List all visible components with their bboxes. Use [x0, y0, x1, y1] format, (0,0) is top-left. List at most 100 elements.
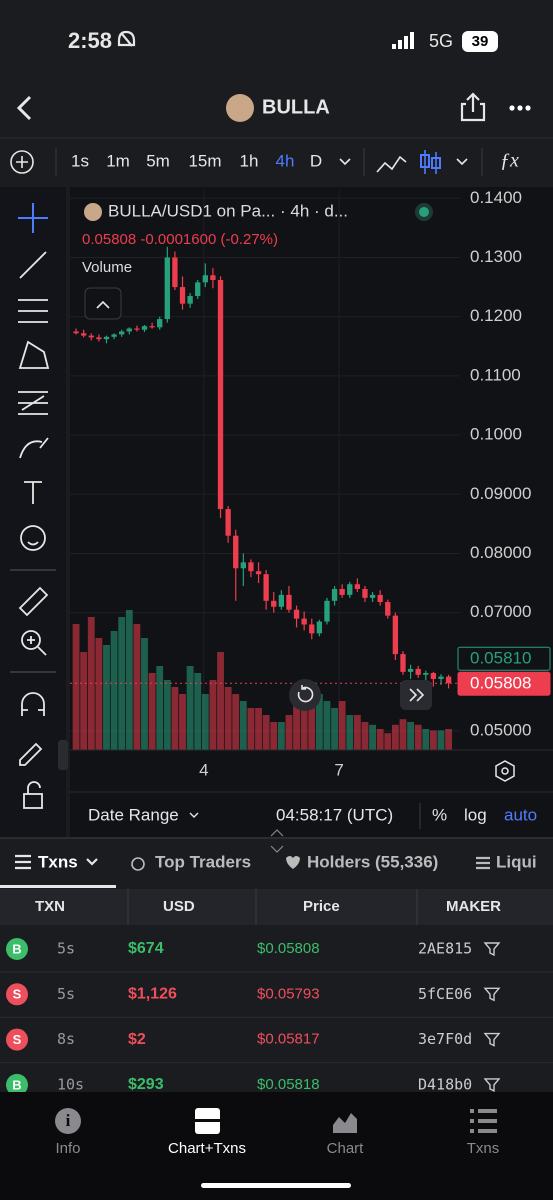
volume-bar: [429, 730, 437, 750]
zoom-icon: [27, 636, 47, 656]
ruler-tool[interactable]: [18, 586, 49, 617]
interval[interactable]: 1h: [240, 151, 259, 170]
liquidity-icon: [476, 856, 490, 870]
back-button[interactable]: [16, 95, 32, 121]
table-header: [0, 889, 553, 925]
signal-icon: [392, 32, 414, 49]
maker[interactable]: 3e7F0d: [418, 1030, 472, 1048]
more-button[interactable]: [509, 105, 531, 111]
candle-body: [369, 594, 376, 598]
indicators-button[interactable]: ƒx: [500, 150, 519, 172]
interval[interactable]: 1m: [106, 151, 130, 170]
percent-toggle[interactable]: %: [432, 805, 447, 824]
auto-toggle[interactable]: auto: [504, 805, 537, 824]
resize-handle[interactable]: [270, 829, 284, 853]
maker[interactable]: 5fCE06: [418, 985, 472, 1003]
interval[interactable]: 1s: [71, 151, 89, 170]
candle-style[interactable]: [420, 150, 441, 174]
volume-bar: [224, 687, 232, 750]
magnet-tool[interactable]: [21, 692, 45, 716]
crosshair-tool[interactable]: [18, 203, 48, 233]
candle-body: [385, 602, 391, 616]
price: $0.05818: [257, 1076, 320, 1093]
log-toggle[interactable]: log: [464, 805, 487, 824]
nav-item[interactable]: Chart: [327, 1140, 365, 1157]
lock-draw-tool[interactable]: [19, 742, 43, 766]
x-tick-label: 7: [334, 760, 343, 779]
fib-tool[interactable]: [18, 299, 48, 323]
interval[interactable]: 15m: [188, 151, 221, 170]
age: 5s: [57, 985, 75, 1003]
unlock-tool[interactable]: [23, 793, 43, 809]
candle-body: [96, 337, 102, 340]
candle-body: [400, 654, 406, 672]
tab[interactable]: Holders (55,336): [307, 852, 438, 871]
maker[interactable]: D418b0: [418, 1075, 472, 1093]
trendline-tool[interactable]: [19, 251, 47, 279]
brush-tool[interactable]: [19, 437, 49, 459]
txns-nav-icon: [470, 1109, 497, 1133]
candle-body: [119, 331, 125, 335]
volume-bar: [300, 694, 308, 750]
candle-body: [172, 257, 178, 288]
volume-bar: [262, 715, 270, 750]
candle-body: [179, 287, 186, 304]
y-tick-label: 0.1400: [470, 188, 522, 207]
maker-filter[interactable]: [483, 1078, 501, 1093]
projection-tool[interactable]: [18, 391, 48, 415]
volume-bar: [285, 715, 293, 750]
side-badge: [6, 1073, 28, 1096]
usd: $1,126: [128, 986, 177, 1003]
tab[interactable]: Txns: [38, 852, 78, 871]
interval[interactable]: 5m: [146, 151, 170, 170]
date-range[interactable]: Date Range: [88, 805, 179, 824]
price-label: 0.05808: [470, 674, 531, 693]
candle-body: [149, 326, 155, 328]
collapse-button[interactable]: [84, 287, 122, 320]
nav-item[interactable]: Chart+Txns: [168, 1140, 246, 1157]
candle-body: [111, 334, 117, 337]
network: 5G: [429, 31, 453, 51]
maker[interactable]: 2AE815: [418, 940, 472, 958]
add-indicator[interactable]: [10, 150, 34, 174]
nav-item[interactable]: Info: [55, 1140, 80, 1157]
text-tool[interactable]: [24, 481, 42, 504]
maker-filter[interactable]: [483, 1032, 501, 1047]
share-button[interactable]: [460, 92, 486, 122]
y-tick-label: 0.1100: [470, 365, 521, 384]
candle-body: [377, 594, 383, 603]
volume-bar: [277, 722, 285, 750]
candle-body: [88, 335, 94, 338]
volume-bar: [232, 694, 240, 750]
candle-body: [248, 562, 254, 572]
tab[interactable]: Top Traders: [155, 852, 251, 871]
candle-body: [233, 535, 239, 569]
maker-filter[interactable]: [483, 987, 501, 1002]
candle-body: [255, 571, 262, 575]
interval[interactable]: D: [310, 151, 322, 170]
pattern-tool[interactable]: [18, 340, 50, 369]
style-dropdown[interactable]: [456, 158, 468, 166]
interval[interactable]: 4h: [276, 151, 295, 170]
candle-body: [126, 328, 132, 332]
candle-body: [362, 588, 368, 598]
emoji-tool[interactable]: [20, 525, 46, 551]
tab[interactable]: Liqui: [496, 852, 537, 871]
side-badge: [6, 938, 28, 960]
reset-button[interactable]: [289, 679, 321, 711]
toolbar-toggle[interactable]: [58, 740, 68, 770]
volume-bar: [323, 701, 331, 750]
candle-body: [157, 319, 163, 328]
axis-settings[interactable]: [495, 760, 515, 782]
price-label-box: [457, 671, 551, 696]
emoji-smile: [27, 541, 39, 546]
y-tick-label: 0.05000: [470, 721, 531, 740]
maker-filter[interactable]: [483, 942, 501, 957]
live-dot: [419, 207, 429, 217]
volume-bar: [186, 666, 194, 750]
line-style[interactable]: [376, 155, 407, 173]
chart-avatar: [84, 203, 102, 221]
interval-dropdown[interactable]: [339, 158, 351, 166]
nav-item[interactable]: Txns: [467, 1140, 500, 1157]
zoom-tool[interactable]: [21, 630, 41, 650]
